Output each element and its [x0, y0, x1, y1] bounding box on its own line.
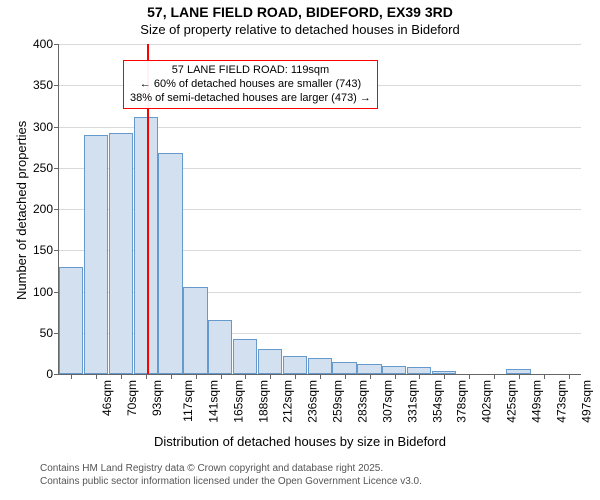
- ytick-mark: [54, 374, 59, 375]
- ytick-label: 250: [33, 161, 53, 175]
- ytick-label: 0: [46, 367, 53, 381]
- histogram-bar: [332, 362, 356, 374]
- footer-attribution: Contains HM Land Registry data © Crown c…: [40, 462, 422, 488]
- xtick-label: 117sqm: [181, 380, 195, 422]
- histogram-bar: [407, 367, 431, 374]
- plot-area: 05010015020025030035040046sqm70sqm93sqm1…: [58, 44, 581, 375]
- histogram-bar: [109, 133, 133, 374]
- ytick-label: 150: [33, 243, 53, 257]
- xtick-label: 236sqm: [306, 380, 320, 423]
- xtick-mark: [71, 374, 72, 379]
- xtick-mark: [245, 374, 246, 379]
- xtick-label: 259sqm: [331, 380, 345, 423]
- histogram-bar: [183, 287, 207, 374]
- xtick-mark: [345, 374, 346, 379]
- ytick-mark: [54, 127, 59, 128]
- annotation-box: 57 LANE FIELD ROAD: 119sqm← 60% of detac…: [123, 60, 378, 109]
- histogram-bar: [283, 356, 307, 374]
- xtick-mark: [171, 374, 172, 379]
- xtick-label: 378sqm: [455, 380, 469, 423]
- chart-title-main: 57, LANE FIELD ROAD, BIDEFORD, EX39 3RD: [0, 4, 600, 20]
- histogram-bar: [59, 267, 83, 374]
- xtick-label: 354sqm: [430, 380, 444, 423]
- xtick-label: 188sqm: [256, 380, 270, 423]
- xtick-mark: [544, 374, 545, 379]
- xtick-mark: [444, 374, 445, 379]
- chart-container: 57, LANE FIELD ROAD, BIDEFORD, EX39 3RD …: [0, 0, 600, 500]
- xtick-label: 212sqm: [281, 380, 295, 423]
- xtick-label: 141sqm: [207, 380, 221, 423]
- xtick-mark: [370, 374, 371, 379]
- x-axis-label: Distribution of detached houses by size …: [0, 434, 600, 449]
- xtick-mark: [270, 374, 271, 379]
- xtick-label: 402sqm: [480, 380, 494, 423]
- xtick-label: 70sqm: [125, 380, 139, 416]
- xtick-label: 307sqm: [381, 380, 395, 423]
- xtick-mark: [96, 374, 97, 379]
- gridline: [59, 44, 581, 45]
- ytick-label: 100: [33, 285, 53, 299]
- xtick-mark: [196, 374, 197, 379]
- xtick-label: 497sqm: [579, 380, 593, 423]
- xtick-label: 165sqm: [231, 380, 245, 423]
- annotation-line3: 38% of semi-detached houses are larger (…: [130, 92, 371, 106]
- annotation-line1: 57 LANE FIELD ROAD: 119sqm: [130, 64, 371, 78]
- histogram-bar: [233, 339, 257, 374]
- xtick-mark: [469, 374, 470, 379]
- histogram-bar: [208, 320, 232, 374]
- xtick-mark: [419, 374, 420, 379]
- xtick-label: 425sqm: [505, 380, 519, 423]
- xtick-label: 46sqm: [100, 380, 114, 416]
- histogram-bar: [134, 117, 158, 374]
- histogram-bar: [158, 153, 182, 374]
- xtick-mark: [569, 374, 570, 379]
- xtick-mark: [121, 374, 122, 379]
- ytick-mark: [54, 209, 59, 210]
- xtick-mark: [221, 374, 222, 379]
- footer-line1: Contains HM Land Registry data © Crown c…: [40, 462, 422, 475]
- xtick-mark: [519, 374, 520, 379]
- xtick-mark: [295, 374, 296, 379]
- histogram-bar: [308, 358, 332, 375]
- ytick-mark: [54, 85, 59, 86]
- histogram-bar: [382, 366, 406, 374]
- chart-title-sub: Size of property relative to detached ho…: [0, 22, 600, 37]
- ytick-label: 300: [33, 120, 53, 134]
- histogram-bar: [258, 349, 282, 374]
- histogram-bar: [84, 135, 108, 374]
- ytick-label: 200: [33, 202, 53, 216]
- xtick-mark: [494, 374, 495, 379]
- xtick-label: 449sqm: [530, 380, 544, 423]
- histogram-bar: [357, 364, 381, 374]
- ytick-mark: [54, 168, 59, 169]
- xtick-mark: [320, 374, 321, 379]
- footer-line2: Contains public sector information licen…: [40, 475, 422, 488]
- xtick-mark: [395, 374, 396, 379]
- xtick-mark: [146, 374, 147, 379]
- xtick-label: 473sqm: [555, 380, 569, 423]
- annotation-line2: ← 60% of detached houses are smaller (74…: [130, 78, 371, 92]
- ytick-mark: [54, 250, 59, 251]
- y-axis-label: Number of detached properties: [14, 121, 29, 300]
- ytick-label: 400: [33, 37, 53, 51]
- xtick-label: 283sqm: [356, 380, 370, 423]
- xtick-label: 331sqm: [405, 380, 419, 423]
- xtick-label: 93sqm: [150, 380, 164, 416]
- ytick-mark: [54, 44, 59, 45]
- ytick-label: 350: [33, 78, 53, 92]
- ytick-label: 50: [40, 326, 53, 340]
